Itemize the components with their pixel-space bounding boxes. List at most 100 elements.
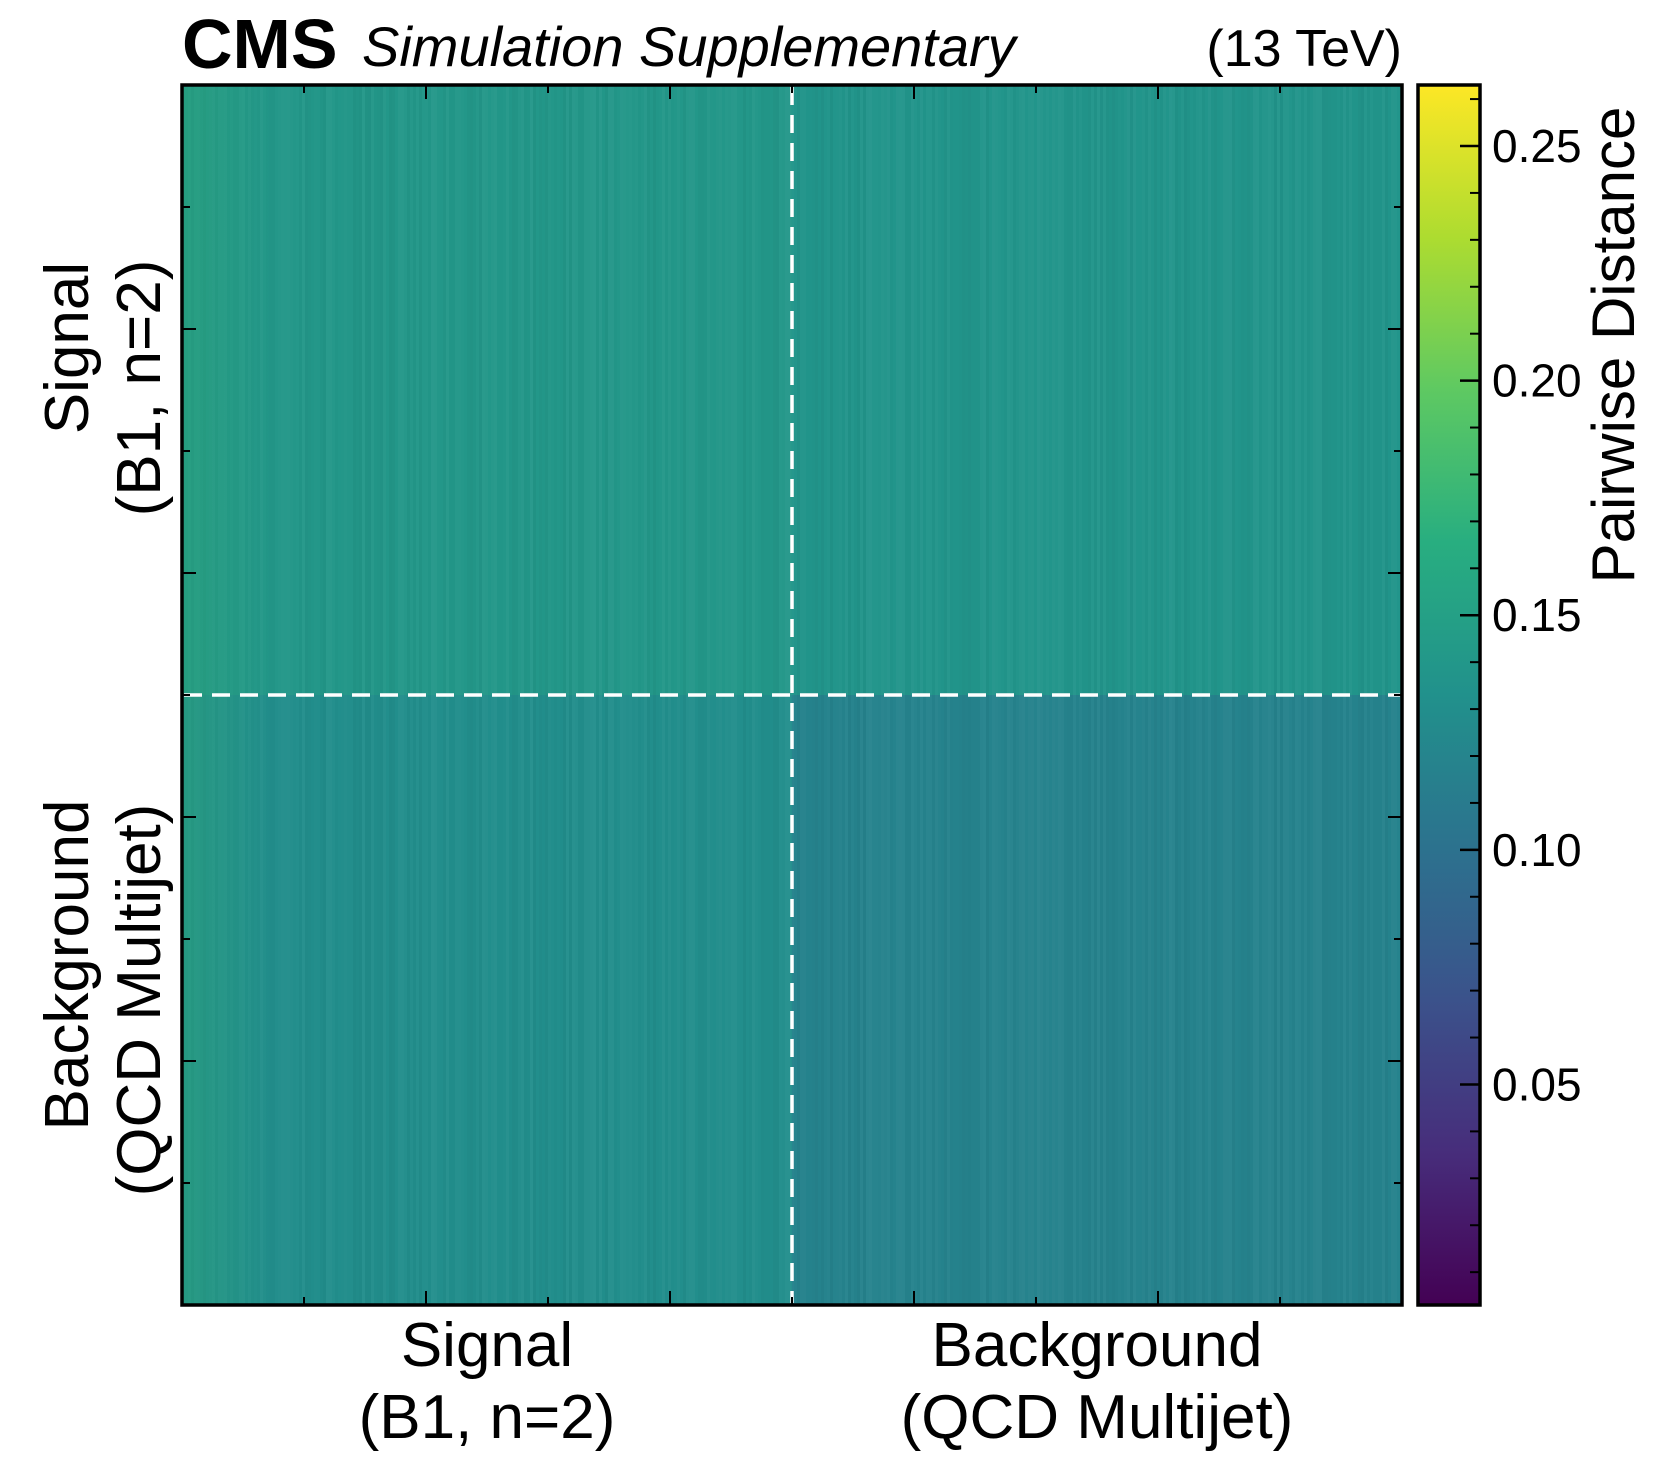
heatmap-texture-stripe [1385,85,1388,1305]
heatmap-texture-stripe [515,85,518,1305]
heatmap-texture-stripe [1187,85,1190,1305]
heatmap-texture-stripe [344,85,347,1305]
heatmap-texture-stripe [1073,85,1076,1305]
heatmap-texture-stripe [737,85,740,1305]
heatmap-texture-stripe [596,85,599,1305]
heatmap-texture-stripe [764,85,767,1305]
heatmap-texture-stripe [374,85,377,1305]
heatmap-texture-stripe [1241,85,1244,1305]
heatmap-texture-stripe [851,85,854,1305]
x-label-background: Background [932,1311,1263,1380]
heatmap-texture-stripe [572,85,575,1305]
heatmap-texture-stripe [1271,85,1274,1305]
heatmap-texture-stripe [404,85,407,1305]
heatmap-texture-stripe [740,85,743,1305]
heatmap-cell [182,695,792,1305]
colorbar-ticks: 0.05 0.10 0.15 0.20 0.25 [1460,98,1582,1274]
y-label-background-sub: (QCD Multijet) [105,804,174,1197]
heatmap-texture-stripe [458,85,461,1305]
heatmap-texture-stripe [371,85,374,1305]
heatmap-texture-stripe [401,85,404,1305]
heatmap-texture-stripe [566,85,569,1305]
heatmap-texture-stripe [989,85,992,1305]
heatmap-texture-stripe [1238,85,1241,1305]
heatmap-texture-stripe [1154,85,1157,1305]
heatmap-texture-stripe [959,85,962,1305]
heatmap-texture-stripe [293,85,296,1305]
heatmap-texture-stripe [1043,85,1046,1305]
y-axis-labels: Signal (B1, n=2) Background (QCD Multije… [33,260,174,1197]
heatmap-texture-stripe [317,85,320,1305]
heatmap-texture-stripe [287,85,290,1305]
heatmap-cell [792,85,1402,695]
heatmap-texture-stripe [629,85,632,1305]
heatmap-texture-stripe [1211,85,1214,1305]
heatmap-texture-stripe [710,85,713,1305]
x-label-signal-sub: (B1, n=2) [359,1383,616,1452]
colorbar-tick-label: 0.10 [1492,824,1582,876]
heatmap-texture-stripe [1295,85,1298,1305]
heatmap-texture-stripe [1076,85,1079,1305]
heatmap-texture-stripe [734,85,737,1305]
heatmap-texture-stripe [650,85,653,1305]
heatmap-texture-stripe [1100,85,1103,1305]
colorbar-tick-label: 0.05 [1492,1058,1582,1110]
x-axis-labels: Signal (B1, n=2) Background (QCD Multije… [359,1311,1294,1452]
heatmap-texture-stripe [488,85,491,1305]
heatmap-texture-stripe [1301,85,1304,1305]
heatmap-texture-stripe [1160,85,1163,1305]
heatmap-texture-stripe [848,85,851,1305]
heatmap-texture-stripe [455,85,458,1305]
heatmap-texture-stripe [320,85,323,1305]
y-label-signal: Signal [33,262,102,434]
heatmap-texture-stripe [1217,85,1220,1305]
heatmap-texture-stripe [962,85,965,1305]
heatmap-texture-stripe [878,85,881,1305]
heatmap-texture-stripe [485,85,488,1305]
heatmap-texture-stripe [512,85,515,1305]
heatmap-texture-stripe [599,85,602,1305]
y-label-background: Background [33,800,102,1131]
colorbar-tick-label: 0.15 [1492,589,1582,641]
heatmap-texture-stripe [428,85,431,1305]
heatmap-texture-stripe [767,85,770,1305]
heatmap-texture-stripe [1046,85,1049,1305]
heatmap-texture-stripe [1352,85,1355,1305]
y-label-signal-sub: (B1, n=2) [105,260,174,517]
heatmap-texture-stripe [653,85,656,1305]
heatmap-texture-stripe [347,85,350,1305]
heatmap-texture-stripe [1244,85,1247,1305]
heatmap-cell [792,695,1402,1305]
heatmap-texture-stripe [626,85,629,1305]
heatmap-texture-stripe [875,85,878,1305]
heatmap-texture-stripe [935,85,938,1305]
heatmap-texture-stripe [1322,85,1325,1305]
heatmap-texture-stripe [932,85,935,1305]
heatmap-texture-stripe [1070,85,1073,1305]
heatmap-texture-stripe [1382,85,1385,1305]
colorbar-label: Pairwise Distance [1580,107,1647,584]
heatmap-texture-stripe [398,85,401,1305]
heatmap-texture-stripe [569,85,572,1305]
simulation-label: Simulation Supplementary [362,15,1019,78]
heatmap-texture-stripe [713,85,716,1305]
x-label-signal: Signal [401,1311,573,1380]
heatmap-texture-stripe [1355,85,1358,1305]
heatmap-cell [182,85,792,695]
heatmap-texture-stripe [1049,85,1052,1305]
heatmap-texture-stripe [461,85,464,1305]
heatmap-texture-stripe [986,85,989,1305]
heatmap-texture-stripe [314,85,317,1305]
heatmap-texture-stripe [1016,85,1019,1305]
heatmap-texture-stripe [656,85,659,1305]
heatmap-texture-stripe [545,85,548,1305]
colorbar-tick-label: 0.25 [1492,120,1582,172]
heatmap-texture-stripe [1127,85,1130,1305]
heatmap-texture-stripe [1130,85,1133,1305]
heatmap-texture-stripe [902,85,905,1305]
heatmap-texture-stripe [908,85,911,1305]
heatmap-texture-stripe [818,85,821,1305]
heatmap-texture-stripe [794,85,797,1305]
energy-label: (13 TeV) [1206,20,1402,78]
